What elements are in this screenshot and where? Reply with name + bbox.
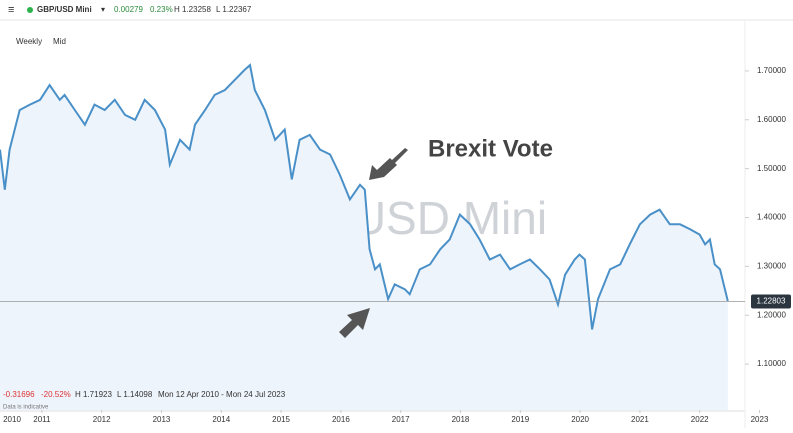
y-tick-label: 1.40000 [757, 213, 786, 222]
dropdown[interactable]: ▾ [101, 5, 105, 14]
last-price-box [751, 294, 791, 309]
interval[interactable]: Weekly [16, 37, 42, 46]
x-tick-label: 2013 [153, 415, 171, 424]
footer-range: Mon 12 Apr 2010 - Mon 24 Jul 2023 [158, 390, 286, 399]
x-tick-label: 2021 [631, 415, 649, 424]
price-line [0, 63, 729, 330]
arrow [369, 148, 408, 180]
high: H 1.23258 [174, 5, 211, 14]
y-tick-label: 1.30000 [757, 261, 786, 270]
x-tick-label: 2019 [511, 415, 529, 424]
status-dot [27, 7, 33, 13]
y-tick-label: 1.60000 [757, 115, 786, 124]
x-tick-label: 2020 [571, 415, 589, 424]
change: 0.00279 [114, 5, 143, 14]
price-type[interactable]: Mid [53, 37, 66, 46]
x-tick-label: 2014 [212, 415, 230, 424]
y-tick-label: 1.10000 [757, 359, 786, 368]
y-tick-label: 1.70000 [757, 66, 786, 75]
menu-icon[interactable]: ≡ [8, 4, 14, 16]
arrow [339, 308, 370, 338]
x-tick-label: 2012 [93, 415, 111, 424]
x-tick-label: 2017 [392, 415, 410, 424]
area [0, 65, 728, 410]
y-tick-label: 1.20000 [757, 310, 786, 319]
change-pct: 0.23% [150, 5, 173, 14]
x-tick-label: 2022 [691, 415, 709, 424]
x-tick-label: 2015 [272, 415, 290, 424]
x-tick-label: 2011 [33, 415, 51, 424]
x-tick-label: 2010 [3, 415, 21, 424]
annotation: Brexit Vote [428, 135, 553, 162]
symbol[interactable]: GBP/USD Mini [37, 5, 92, 14]
low: L 1.22367 [216, 5, 252, 14]
last-price-label: 1.22803 [757, 297, 786, 306]
x-tick-label: 2018 [452, 415, 470, 424]
footer-high: H 1.71923 [75, 390, 112, 399]
x-tick-label: 2016 [332, 415, 350, 424]
footer-note: Data is indicative [3, 405, 49, 411]
x-tick-label: 2023 [751, 415, 769, 424]
footer-change-pct: -20.52% [41, 390, 71, 399]
footer-change: -0.31696 [3, 390, 35, 399]
y-tick-label: 1.50000 [757, 164, 786, 173]
footer-low: L 1.14098 [117, 390, 153, 399]
toolbar [0, 0, 793, 20]
